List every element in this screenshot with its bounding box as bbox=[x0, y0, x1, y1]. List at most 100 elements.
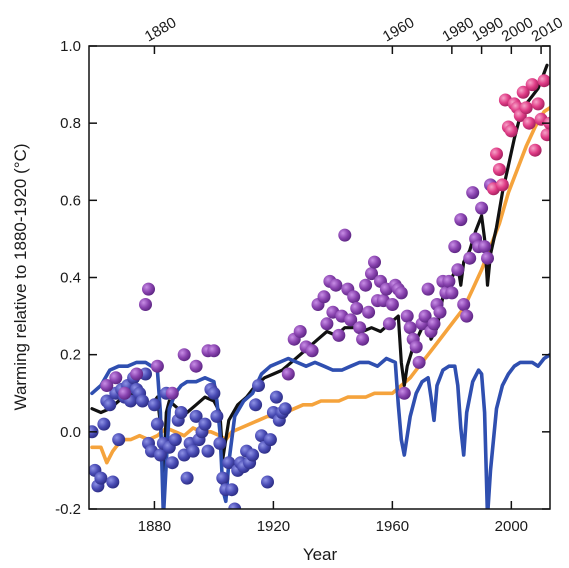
y-tick-label: 1.0 bbox=[60, 38, 81, 55]
y-tick-label: -0.2 bbox=[55, 501, 81, 518]
y-tick-label: 0.2 bbox=[60, 347, 81, 364]
data-point bbox=[165, 386, 179, 400]
data-point bbox=[207, 344, 221, 358]
x-axis-title: Year bbox=[303, 545, 338, 564]
data-point bbox=[394, 286, 408, 300]
data-point bbox=[198, 417, 212, 431]
data-point bbox=[305, 344, 319, 358]
data-point bbox=[353, 321, 367, 335]
data-point bbox=[261, 475, 274, 489]
data-point bbox=[150, 417, 164, 431]
x-tick-label: 2000 bbox=[495, 518, 528, 535]
data-point bbox=[263, 433, 277, 447]
data-point bbox=[344, 313, 358, 327]
data-point bbox=[481, 251, 494, 265]
series-line-orange bbox=[90, 105, 550, 465]
data-point bbox=[356, 332, 370, 346]
data-point bbox=[147, 398, 161, 412]
data-point bbox=[433, 305, 447, 319]
data-point bbox=[320, 317, 334, 331]
top-tick-label: 1960 bbox=[380, 14, 417, 45]
data-point bbox=[528, 143, 542, 157]
data-point bbox=[463, 251, 477, 265]
data-point bbox=[213, 436, 227, 450]
data-point bbox=[347, 290, 361, 304]
data-point bbox=[460, 309, 474, 323]
x-tick-label: 1960 bbox=[376, 518, 409, 535]
data-point bbox=[142, 282, 155, 296]
data-point bbox=[504, 124, 518, 138]
data-point bbox=[448, 240, 462, 254]
data-point bbox=[442, 274, 456, 288]
data-point bbox=[112, 433, 126, 447]
data-point bbox=[210, 409, 224, 423]
x-tick-label: 1920 bbox=[257, 518, 290, 535]
data-point bbox=[385, 298, 399, 311]
data-point bbox=[368, 255, 381, 269]
data-point bbox=[457, 298, 471, 311]
data-point bbox=[427, 317, 441, 331]
data-point bbox=[365, 267, 378, 281]
data-point bbox=[418, 309, 432, 323]
data-point bbox=[492, 163, 506, 176]
y-tick-label: 0.4 bbox=[60, 270, 81, 287]
data-point bbox=[228, 502, 242, 509]
data-point bbox=[445, 286, 459, 300]
data-point bbox=[130, 367, 144, 381]
data-point bbox=[454, 213, 468, 227]
y-tick-label: 0.6 bbox=[60, 192, 81, 209]
x-tick-label: 1880 bbox=[138, 518, 171, 535]
data-point bbox=[478, 240, 492, 254]
data-point bbox=[516, 85, 530, 99]
data-point bbox=[94, 471, 108, 485]
data-point bbox=[412, 355, 426, 369]
data-point bbox=[165, 456, 179, 470]
scatter-layer bbox=[89, 74, 550, 509]
data-point bbox=[359, 278, 373, 292]
plot-frame bbox=[88, 45, 551, 510]
data-point bbox=[540, 128, 550, 142]
data-point bbox=[531, 97, 545, 111]
top-tick-label: 1880 bbox=[142, 14, 179, 45]
data-point bbox=[201, 444, 215, 458]
data-point bbox=[180, 471, 194, 485]
data-point bbox=[466, 186, 480, 200]
data-point bbox=[168, 433, 182, 447]
data-point bbox=[207, 386, 221, 400]
data-point bbox=[97, 417, 111, 431]
data-point bbox=[216, 471, 230, 485]
data-point bbox=[525, 78, 539, 92]
data-point bbox=[382, 317, 396, 331]
data-point bbox=[153, 448, 167, 462]
data-point bbox=[103, 398, 117, 412]
data-point bbox=[225, 483, 239, 497]
data-point bbox=[136, 394, 149, 408]
data-point bbox=[252, 379, 265, 392]
data-point bbox=[490, 147, 503, 161]
top-tick-label: 2010 bbox=[529, 14, 566, 45]
data-point bbox=[281, 367, 295, 381]
data-point bbox=[246, 448, 260, 462]
data-point bbox=[421, 282, 435, 296]
data-point bbox=[332, 328, 346, 342]
y-tick-label: 0.0 bbox=[60, 424, 81, 441]
data-point bbox=[109, 371, 123, 385]
y-axis-title: Warming relative to 1880-1920 (°C) bbox=[11, 144, 30, 411]
data-point bbox=[397, 386, 411, 400]
data-point bbox=[150, 359, 164, 373]
data-point bbox=[100, 379, 114, 392]
data-point bbox=[139, 298, 152, 311]
data-point bbox=[293, 325, 307, 338]
data-point bbox=[177, 348, 191, 362]
data-point bbox=[186, 444, 200, 458]
data-point bbox=[403, 321, 417, 335]
data-point bbox=[519, 101, 533, 115]
data-point bbox=[350, 301, 364, 315]
data-point bbox=[522, 116, 536, 130]
data-point bbox=[317, 290, 331, 304]
data-point bbox=[362, 305, 376, 319]
data-point bbox=[189, 359, 203, 373]
data-point bbox=[278, 402, 292, 416]
y-tick-label: 0.8 bbox=[60, 115, 81, 132]
